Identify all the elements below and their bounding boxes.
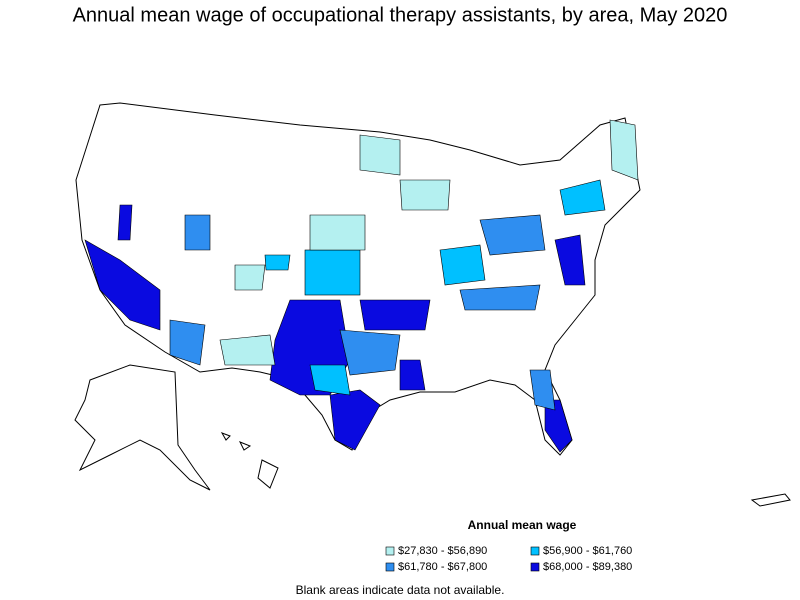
- region: [84, 239, 161, 331]
- region: [339, 329, 401, 376]
- puerto-rico: [750, 493, 791, 507]
- region: [609, 119, 639, 181]
- region: [359, 299, 431, 331]
- region: [559, 179, 606, 216]
- legend-swatch: [530, 546, 540, 556]
- region: [439, 244, 486, 286]
- legend-swatch: [530, 562, 540, 572]
- region: [117, 204, 133, 241]
- hawaii: [220, 432, 279, 489]
- region: [479, 214, 546, 256]
- legend-swatch: [385, 546, 395, 556]
- region: [544, 399, 573, 453]
- region: [399, 359, 426, 391]
- region: [234, 264, 266, 291]
- region: [184, 214, 211, 251]
- region: [169, 319, 206, 366]
- footnote: Blank areas indicate data not available.: [296, 583, 505, 597]
- legend-title: Annual mean wage: [468, 518, 577, 532]
- legend-label: $27,830 - $56,890: [398, 545, 487, 557]
- region: [309, 214, 366, 251]
- legend-label: $68,000 - $89,380: [543, 561, 632, 573]
- region: [219, 334, 276, 366]
- map-title: Annual mean wage of occupational therapy…: [73, 4, 728, 26]
- region: [529, 369, 556, 411]
- alaska: [74, 364, 211, 491]
- region: [459, 284, 541, 311]
- region: [554, 234, 586, 286]
- region: [309, 364, 351, 396]
- region: [304, 249, 361, 296]
- legend-swatch: [385, 562, 395, 572]
- region: [359, 134, 401, 176]
- legend-label: $61,780 - $67,800: [398, 561, 487, 573]
- region: [264, 254, 291, 271]
- map: [74, 102, 791, 507]
- legend-label: $56,900 - $61,760: [543, 545, 632, 557]
- region: [399, 179, 451, 211]
- legend: $27,830 - $56,890 $56,900 - $61,760 $61,78…: [385, 545, 632, 573]
- region: [329, 389, 381, 451]
